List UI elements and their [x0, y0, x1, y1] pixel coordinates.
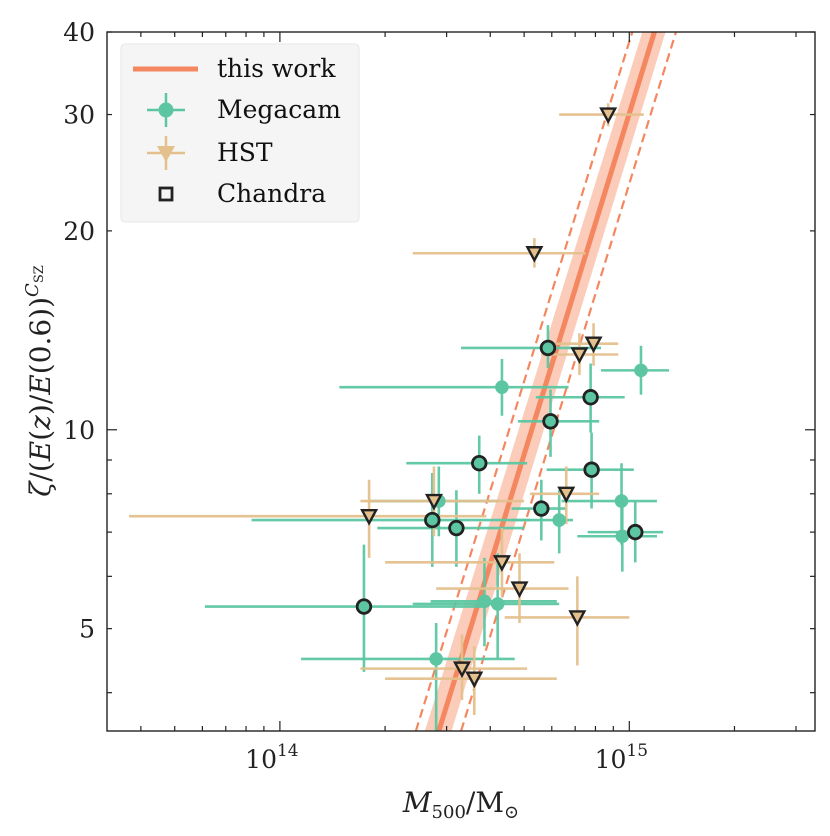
- legend-label-hst: HST: [217, 138, 273, 167]
- fit-upper-dashed-line: [414, 32, 634, 731]
- fit-layer: [414, 32, 678, 731]
- y-tick-label-5: 5: [79, 615, 95, 644]
- markers: [355, 107, 648, 689]
- hst-point-0-marker: [360, 508, 379, 526]
- hst-point-4-marker: [492, 555, 511, 572]
- megacam-point-13-marker: [582, 389, 599, 406]
- x-axis-label: M500/M⊙: [402, 786, 519, 823]
- megacam-point-6-marker: [477, 594, 492, 609]
- hst-point-8-marker: [568, 610, 587, 627]
- hst-point-9-marker: [570, 347, 589, 365]
- hst-point-11-marker: [599, 107, 618, 125]
- megacam-point-15-marker: [614, 494, 629, 508]
- hst-point-7-marker: [557, 486, 576, 504]
- hst-point-1-marker: [424, 493, 443, 511]
- hst-point-10-marker: [584, 336, 603, 354]
- megacam-point-11-marker: [542, 413, 559, 430]
- y-axis-label: ζ/(E(z)/E(0.6))CSZ: [22, 265, 57, 497]
- megacam-point-14-marker: [583, 461, 600, 478]
- hst-point-3-marker: [465, 671, 484, 689]
- fit-lower-dashed-line: [460, 32, 678, 731]
- megacam-point-8-marker: [495, 380, 509, 394]
- x-tick-label-1014: 1014: [245, 741, 298, 774]
- legend-label-megacam: Megacam: [217, 95, 341, 124]
- megacam-point-9-marker: [533, 500, 550, 517]
- legend-box: [120, 43, 360, 223]
- megacam-point-12-marker: [552, 513, 566, 527]
- megacam-point-5-marker: [471, 455, 488, 472]
- megacam-point-7-marker: [490, 597, 505, 611]
- y-tick-label-20: 20: [63, 217, 95, 246]
- megacam-point-3-marker: [429, 652, 443, 666]
- megacam-point-4-marker: [448, 519, 465, 537]
- fit-line: [436, 32, 657, 731]
- plot-frame: [106, 31, 816, 732]
- legend-hst-swatch: [147, 136, 185, 170]
- hst-point-2-marker: [452, 661, 471, 679]
- y-tick-label-40: 40: [63, 18, 95, 47]
- hst-point-5-marker: [510, 581, 529, 599]
- x-tick-label-1015: 1015: [595, 741, 648, 774]
- megacam-point-16-marker: [615, 529, 630, 544]
- legend-label-chandra: Chandra: [217, 179, 326, 208]
- data-layer: [129, 103, 670, 731]
- megacam-point-17-marker: [627, 523, 644, 541]
- legend-chandra-swatch: [158, 186, 174, 202]
- megacam-point-18-marker: [634, 363, 648, 378]
- megacam-point-1-marker: [424, 511, 441, 529]
- hst-point-6-marker: [525, 246, 544, 263]
- y-tick-label-30: 30: [63, 101, 95, 130]
- megacam-point-10-marker: [539, 339, 557, 357]
- legend-label-fit: this work: [217, 54, 336, 83]
- y-tick-label-10: 10: [63, 416, 95, 445]
- tick-layer: 5 10 20 30 40 1014 1015: [63, 18, 815, 774]
- megacam-point-0-marker: [355, 598, 373, 615]
- legend: this work Megacam HST Chandra: [120, 43, 360, 223]
- legend-megacam-swatch: [147, 93, 185, 127]
